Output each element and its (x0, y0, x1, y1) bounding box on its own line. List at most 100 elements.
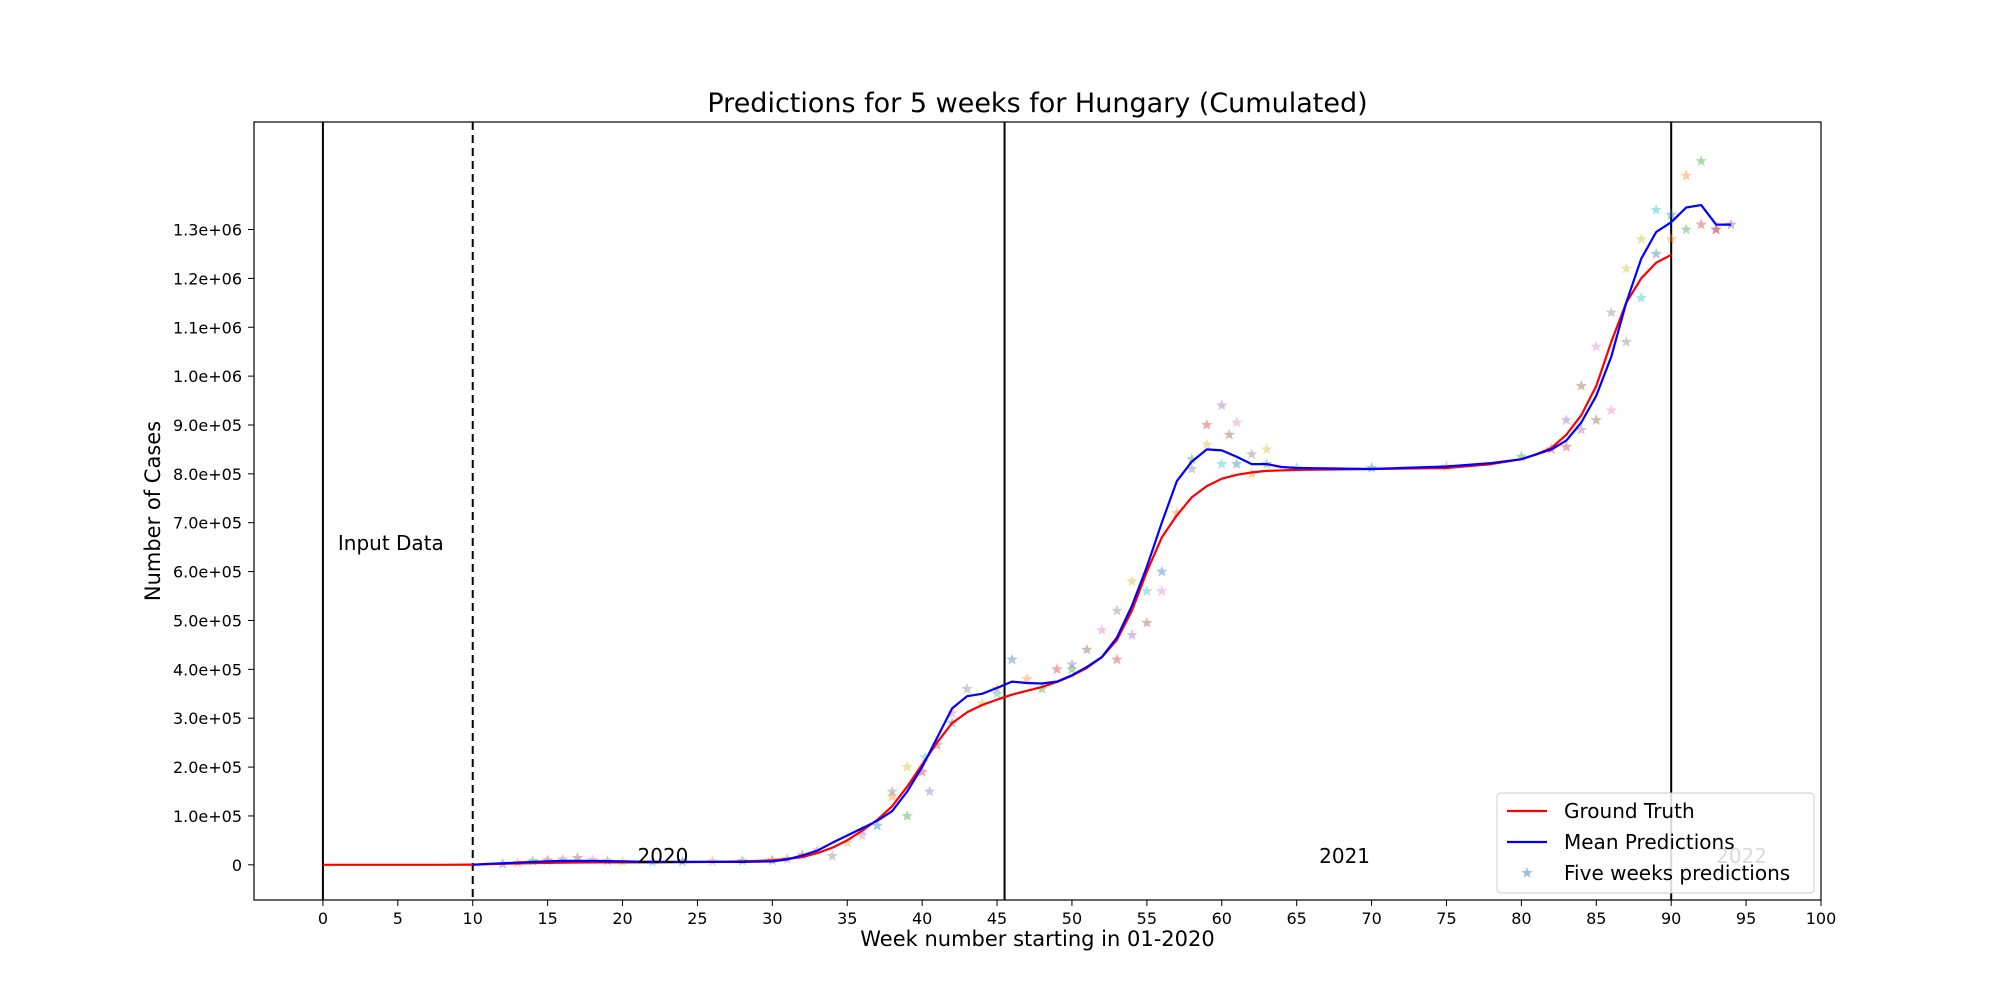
x-tick-label: 100 (1806, 909, 1837, 928)
prediction-star (1111, 604, 1123, 616)
prediction-star (541, 854, 554, 866)
prediction-star (1590, 340, 1602, 352)
y-tick-label: 2.0e+05 (173, 758, 242, 777)
prediction-star (1575, 423, 1587, 435)
x-tick-label: 60 (1212, 909, 1232, 928)
plot-frame (253, 121, 1822, 901)
x-tick-label: 50 (1062, 909, 1082, 928)
prediction-star (1695, 218, 1707, 230)
annotation-label: 2021 (1319, 844, 1370, 868)
legend-label: Mean Predictions (1564, 830, 1735, 854)
prediction-star (1665, 233, 1677, 245)
prediction-star (976, 697, 988, 709)
y-tick-label: 0 (232, 856, 242, 875)
x-tick-label: 35 (837, 909, 857, 928)
series-lines (322, 204, 1732, 866)
legend-label: Ground Truth (1564, 799, 1695, 823)
x-tick-label: 70 (1361, 909, 1381, 928)
prediction-star (1223, 428, 1235, 440)
prediction-star (923, 785, 936, 797)
prediction-star (1006, 653, 1018, 665)
prediction-star (1231, 458, 1243, 469)
x-tick-label: 10 (463, 909, 483, 928)
prediction-star (919, 751, 931, 763)
y-tick-label: 4.0e+05 (173, 660, 242, 679)
prediction-star (1201, 438, 1213, 450)
y-tick-label: 5.0e+05 (173, 611, 242, 630)
prediction-star (1605, 306, 1617, 318)
prediction-star (1620, 262, 1632, 274)
annotation-label: 2020 (638, 844, 689, 868)
prediction-star (1635, 233, 1647, 245)
prediction-star (1710, 223, 1722, 235)
chart-title: Predictions for 5 weeks for Hungary (Cum… (707, 88, 1367, 119)
prediction-star (1650, 204, 1662, 215)
prediction-star (1126, 629, 1138, 640)
x-tick-label: 75 (1436, 909, 1456, 928)
prediction-star (571, 852, 584, 863)
x-tick-label: 25 (687, 909, 707, 928)
x-tick-label: 90 (1661, 909, 1681, 928)
legend: Ground Truth Mean Predictions Five weeks p… (1496, 792, 1815, 894)
y-axis: 0 1.0e+05 2.0e+05 3.0e+05 4.0e+05 5.0e+05 6.0e… (173, 221, 254, 875)
prediction-star (991, 687, 1003, 699)
prediction-star (526, 854, 539, 866)
prediction-star (1680, 223, 1692, 235)
legend-label: Five weeks predictions (1564, 861, 1790, 885)
prediction-star (1575, 379, 1587, 391)
y-tick-label: 1.0e+05 (173, 807, 242, 826)
vertical-lines (321, 122, 1673, 900)
x-tick-label: 0 (318, 909, 328, 928)
x-tick-label: 5 (393, 909, 403, 928)
prediction-star (856, 829, 868, 841)
y-tick-label: 1.1e+06 (173, 318, 242, 337)
prediction-star (1725, 218, 1737, 230)
prediction-star (1201, 419, 1213, 430)
prediction-star (1216, 399, 1228, 411)
prediction-star (1141, 585, 1153, 596)
prediction-star (1111, 653, 1123, 665)
prediction-star (1021, 673, 1033, 684)
ground-truth-line (322, 253, 1672, 866)
prediction-star (961, 682, 973, 694)
prediction-star (1665, 208, 1677, 220)
prediction-star (1156, 565, 1168, 577)
y-tick-label: 1.2e+06 (173, 269, 242, 288)
prediction-star (1650, 247, 1662, 259)
x-tick-label: 95 (1736, 909, 1756, 928)
prediction-star (886, 785, 898, 797)
prediction-star (1156, 585, 1168, 596)
prediction-star (1051, 663, 1063, 675)
prediction-star (1066, 663, 1078, 675)
x-tick-label: 85 (1586, 909, 1606, 928)
prediction-star (1231, 416, 1243, 428)
y-tick-label: 3.0e+05 (173, 709, 242, 728)
y-tick-label: 1.3e+06 (173, 221, 242, 240)
prediction-star (1036, 682, 1048, 694)
prediction-star (1186, 453, 1198, 465)
y-tick-label: 6.0e+05 (173, 563, 242, 582)
prediction-stars (497, 155, 1737, 869)
y-axis-title: Number of Cases (141, 421, 165, 601)
x-tick-label: 15 (537, 909, 557, 928)
prediction-star (1186, 463, 1198, 474)
prediction-star (901, 761, 913, 772)
prediction-star (1515, 450, 1528, 462)
prediction-star (1171, 507, 1183, 518)
prediction-star (1261, 443, 1273, 455)
prediction-star (1126, 575, 1138, 587)
y-tick-label: 8.0e+05 (173, 465, 242, 484)
prediction-star (1680, 169, 1692, 181)
prediction-star (826, 850, 838, 861)
legend-box (1496, 792, 1815, 894)
prediction-star (1710, 223, 1722, 235)
plot-area (253, 121, 1822, 901)
prediction-star (871, 819, 883, 831)
y-tick-label: 7.0e+05 (173, 514, 242, 533)
prediction-star (1246, 448, 1258, 460)
y-tick-label: 1.0e+06 (173, 367, 242, 386)
prediction-star (1365, 462, 1378, 473)
prediction-star (1560, 414, 1572, 425)
prediction-star (1605, 404, 1617, 416)
